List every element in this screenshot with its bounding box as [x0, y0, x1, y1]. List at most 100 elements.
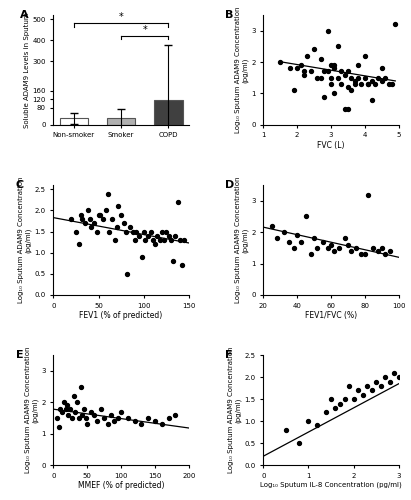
Point — [100, 215, 106, 223]
Point — [129, 228, 136, 235]
Point — [307, 68, 314, 76]
Point — [328, 395, 334, 403]
Point — [124, 270, 131, 278]
Point — [358, 80, 365, 88]
Point — [391, 369, 397, 377]
Point — [300, 70, 307, 78]
Point — [118, 408, 125, 416]
Point — [338, 68, 344, 76]
Point — [382, 250, 388, 258]
Point — [91, 411, 97, 419]
Point — [307, 250, 314, 258]
Point — [344, 240, 351, 248]
Point — [302, 212, 309, 220]
Point — [297, 61, 304, 69]
Point — [172, 232, 178, 240]
Point — [355, 61, 361, 69]
Point — [364, 382, 370, 390]
Point — [81, 404, 87, 412]
Point — [344, 68, 351, 76]
Point — [311, 234, 317, 242]
Point — [338, 80, 344, 88]
Point — [341, 395, 348, 403]
Point — [344, 105, 351, 113]
Point — [362, 74, 368, 82]
Point — [64, 402, 70, 409]
Point — [368, 77, 375, 85]
Point — [68, 215, 75, 223]
Point — [160, 236, 167, 244]
Point — [76, 414, 83, 422]
X-axis label: FEV1 (% of predicted): FEV1 (% of predicted) — [79, 312, 163, 320]
Point — [331, 64, 338, 72]
Point — [150, 236, 156, 244]
Point — [280, 228, 287, 236]
Point — [70, 392, 77, 400]
Point — [328, 240, 334, 248]
Point — [359, 391, 366, 399]
Point — [348, 74, 355, 82]
Point — [291, 86, 297, 94]
Point — [77, 382, 84, 390]
Point — [294, 64, 300, 72]
Point — [335, 42, 341, 50]
Point — [111, 417, 118, 425]
Point — [106, 228, 113, 235]
Point — [331, 61, 338, 69]
Y-axis label: Log₁₀ Sputum ADAM9 Concentration
(pg/ml): Log₁₀ Sputum ADAM9 Concentration (pg/ml) — [18, 177, 32, 303]
Point — [324, 244, 331, 252]
Point — [181, 236, 187, 244]
Point — [314, 244, 321, 252]
Point — [389, 80, 395, 88]
Point — [176, 236, 183, 244]
Point — [379, 244, 385, 252]
Point — [365, 80, 372, 88]
Point — [355, 74, 361, 82]
Point — [341, 105, 348, 113]
Point — [152, 417, 158, 425]
X-axis label: MMEF (% of predicted): MMEF (% of predicted) — [78, 482, 164, 490]
Point — [341, 234, 348, 242]
Point — [151, 240, 158, 248]
Point — [353, 244, 360, 252]
Point — [332, 404, 339, 412]
Point — [111, 236, 118, 244]
Point — [328, 74, 334, 82]
Point — [351, 77, 358, 85]
Point — [95, 210, 102, 218]
Point — [142, 236, 149, 244]
Point — [133, 228, 140, 235]
Point — [296, 439, 302, 447]
Point — [368, 96, 375, 104]
Point — [294, 232, 300, 239]
Point — [127, 224, 134, 232]
Point — [368, 386, 375, 394]
Point — [114, 414, 121, 422]
Point — [285, 238, 292, 246]
Point — [94, 417, 101, 425]
Point — [365, 80, 372, 88]
Text: A: A — [20, 10, 28, 20]
Point — [132, 236, 138, 244]
Point — [358, 250, 365, 258]
Point — [60, 398, 67, 406]
Point — [169, 257, 176, 265]
Point — [84, 420, 90, 428]
Point — [379, 64, 385, 72]
Point — [382, 373, 388, 381]
Point — [377, 382, 384, 390]
Bar — [107, 118, 135, 125]
X-axis label: FVC (L): FVC (L) — [317, 141, 345, 150]
Point — [385, 80, 392, 88]
Point — [104, 190, 111, 198]
Point — [82, 219, 88, 227]
Point — [73, 228, 79, 235]
Point — [159, 420, 165, 428]
Point — [274, 234, 280, 242]
Point — [386, 378, 393, 386]
Point — [118, 210, 125, 218]
Point — [53, 414, 60, 422]
Point — [287, 64, 293, 72]
X-axis label: FEV1/FVC (%): FEV1/FVC (%) — [305, 312, 357, 320]
Point — [57, 404, 63, 412]
